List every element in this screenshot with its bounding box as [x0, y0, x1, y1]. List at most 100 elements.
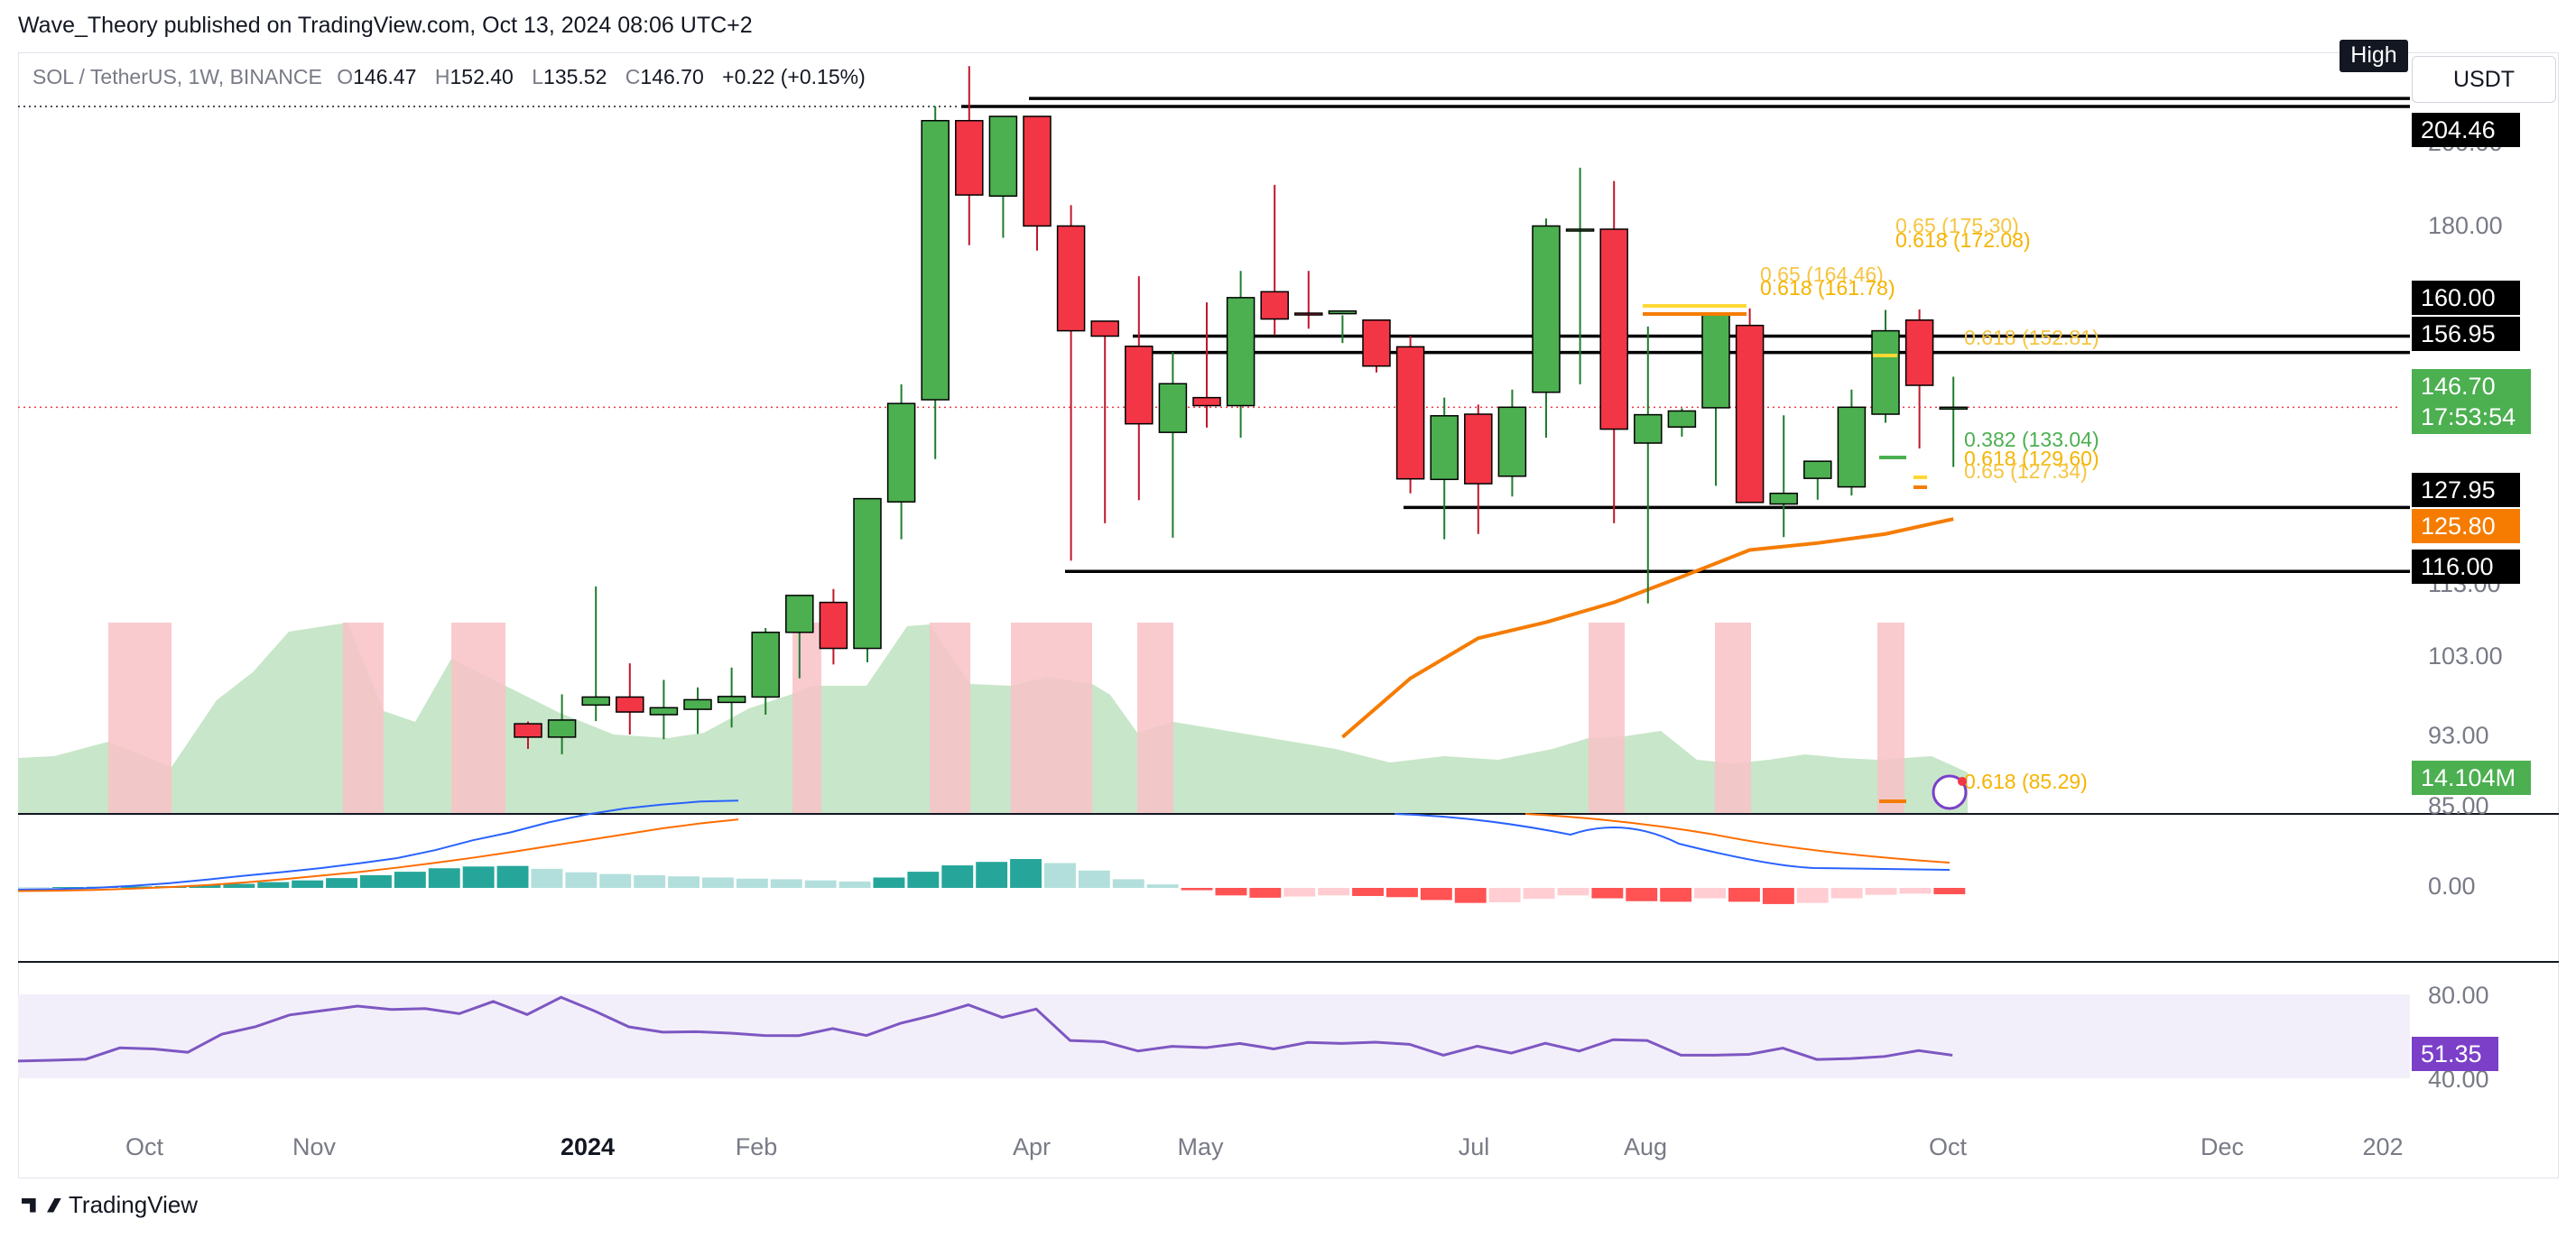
fib-label-2: 0.65 (164.46) — [1760, 263, 1884, 286]
macd-bar-42 — [1454, 888, 1487, 903]
axis-label-180: 180.00 — [2428, 212, 2503, 239]
volume-bear-band-1 — [343, 623, 384, 814]
candle-body-3 — [616, 696, 644, 713]
macd-bar-36 — [1249, 888, 1282, 898]
time-axis-label-4: Apr — [1013, 1133, 1051, 1160]
indicator-badge-icon — [1932, 774, 1968, 810]
volume-bear-band-0 — [108, 623, 171, 814]
candle-body-42 — [1939, 406, 1968, 411]
volume-bear-band-5 — [1011, 623, 1092, 814]
macd-bar-33 — [1146, 884, 1179, 888]
candle-body-14 — [988, 115, 1018, 198]
change-value: +0.22 (+0.15%) — [722, 65, 866, 88]
open-value: 146.47 — [353, 65, 417, 88]
macd-bar-24 — [839, 881, 871, 888]
fib-label-1: 0.618 (172.08) — [1895, 228, 2031, 252]
axis-label-93: 93.00 — [2428, 722, 2489, 749]
candle-body-32 — [1599, 228, 1628, 430]
axis-label-85: 85.00 — [2428, 792, 2489, 819]
low-key: L — [532, 65, 544, 88]
macd-bar-10 — [360, 874, 392, 888]
fib-label-8: 0.618 (85.29) — [1964, 770, 2088, 793]
open-key: O — [337, 65, 354, 88]
macd-bar-50 — [1728, 888, 1760, 902]
macd-bar-51 — [1762, 888, 1794, 904]
macd-axis-zero: 0.00 — [2428, 873, 2476, 900]
level-tag-160[interactable]: 160.00 — [2412, 281, 2520, 315]
low-value: 135.52 — [543, 65, 607, 88]
volume-bear-band-3 — [792, 623, 821, 814]
candle-body-10 — [853, 497, 882, 650]
signal-line — [17, 818, 739, 892]
candle-body-31 — [1565, 228, 1595, 232]
macd-bar-19 — [668, 876, 700, 888]
macd-bar-5 — [189, 884, 221, 888]
time-axis-label-7: Aug — [1624, 1133, 1667, 1160]
horizontal-levels[interactable] — [961, 97, 2410, 573]
macd-bar-40 — [1386, 888, 1418, 898]
macd-bar-15 — [531, 868, 563, 888]
volume-area — [18, 623, 2559, 963]
time-axis[interactable]: Oct Nov 2024 Feb Apr May Jul Aug Oct Dec 202 — [125, 1133, 2404, 1160]
time-axis-label-2: 2024 — [561, 1133, 615, 1160]
macd-bar-31 — [1078, 870, 1110, 888]
candle-body-26 — [1395, 346, 1425, 480]
rsi-axis-80: 80.00 — [2428, 982, 2489, 1009]
candle-body-0 — [514, 723, 542, 738]
macd-bar-8 — [292, 880, 324, 888]
grid — [18, 106, 2401, 409]
volume-bear-band-4 — [930, 623, 970, 814]
level-tag-127[interactable]: 127.95 — [2412, 473, 2520, 507]
macd-bar-44 — [1523, 888, 1555, 900]
macd-bar-30 — [1044, 863, 1076, 888]
macd-bar-56 — [1933, 888, 1966, 895]
symbol-legend[interactable]: SOL / TetherUS, 1W, BINANCE O146.47 H152… — [32, 65, 866, 89]
volume-bear-band-2 — [451, 623, 505, 814]
fib-label-0: 0.65 (175.30) — [1895, 214, 2019, 237]
macd-bar-38 — [1318, 888, 1350, 896]
rsi-pane — [17, 994, 2410, 1078]
close-value: 146.70 — [640, 65, 704, 88]
time-axis-label-6: Jul — [1459, 1133, 1490, 1160]
candle-body-13 — [955, 119, 984, 196]
candle-body-4 — [649, 707, 679, 716]
candle-body-5 — [683, 698, 712, 710]
level-tag-156[interactable]: 156.95 — [2412, 317, 2520, 351]
alert-dot-icon — [1958, 777, 1967, 786]
macd-bar-41 — [1420, 888, 1452, 901]
volume-mountain — [18, 623, 1968, 814]
candle-body-2 — [581, 696, 610, 707]
tradingview-logo[interactable]: TradingView — [22, 1191, 198, 1219]
candle-body-28 — [1464, 413, 1493, 485]
axis-label-103: 103.00 — [2428, 642, 2503, 670]
candle-body-40 — [1871, 329, 1900, 415]
candle-body-19 — [1158, 383, 1188, 433]
candle-body-29 — [1497, 406, 1527, 477]
currency-button[interactable]: USDT — [2412, 56, 2556, 103]
volume-tag: 14.104M — [2412, 761, 2531, 795]
candle-body-41 — [1904, 319, 1934, 386]
symbol-name[interactable]: SOL / TetherUS, 1W, BINANCE — [32, 65, 322, 88]
macd-bar-6 — [223, 883, 255, 888]
candle-body-8 — [785, 595, 814, 633]
candle-body-17 — [1090, 320, 1119, 337]
candle-body-15 — [1023, 115, 1052, 227]
candle-body-18 — [1125, 346, 1154, 425]
macd-bar-18 — [634, 874, 666, 888]
candle-body-22 — [1260, 291, 1289, 320]
macd-bar-34 — [1181, 888, 1213, 891]
macd-bar-17 — [599, 873, 632, 888]
volume-bear-band-9 — [1877, 623, 1904, 814]
countdown-tag: 17:53:54 — [2412, 400, 2531, 434]
fibonacci-lines[interactable]: 0.65 (175.30)0.618 (172.08) 0.65 (164.46)… — [1643, 214, 2099, 810]
macd-bar-12 — [428, 868, 460, 888]
macd-pane — [17, 799, 1966, 904]
volume-bear-band-8 — [1715, 623, 1751, 814]
macd-bar-1 — [51, 887, 84, 888]
macd-bar-27 — [941, 865, 974, 888]
time-axis-label-10: 202 — [2362, 1133, 2403, 1160]
level-tag-204[interactable]: 204.46 — [2412, 113, 2520, 147]
high-value: 152.40 — [449, 65, 514, 88]
level-tag-116[interactable]: 116.00 — [2412, 550, 2520, 584]
